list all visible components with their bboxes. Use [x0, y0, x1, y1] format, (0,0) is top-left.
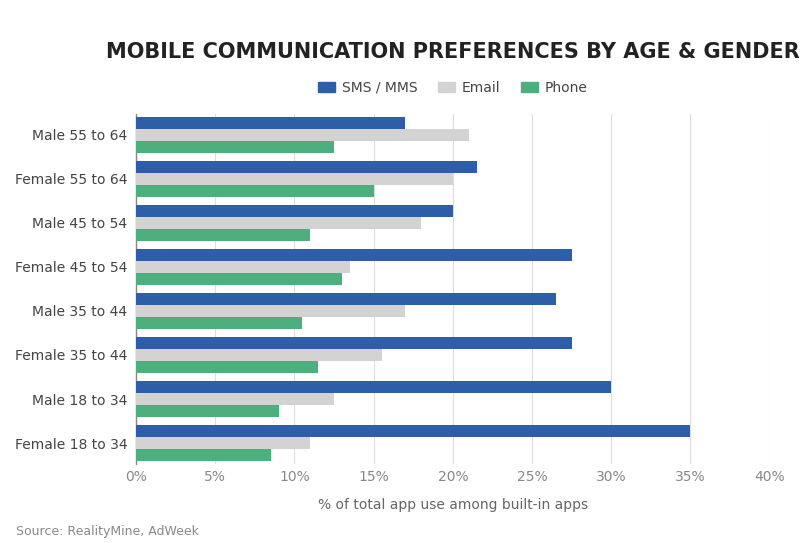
Bar: [136, 305, 406, 317]
Title: MOBILE COMMUNICATION PREFERENCES BY AGE & GENDER: MOBILE COMMUNICATION PREFERENCES BY AGE …: [106, 42, 800, 62]
Bar: [136, 117, 406, 129]
Text: Source: RealityMine, AdWeek: Source: RealityMine, AdWeek: [16, 525, 199, 538]
Bar: [136, 393, 334, 405]
Bar: [136, 425, 690, 437]
X-axis label: % of total app use among built-in apps: % of total app use among built-in apps: [318, 498, 588, 512]
Bar: [136, 129, 469, 141]
Bar: [136, 229, 310, 241]
Bar: [136, 293, 556, 305]
Bar: [136, 185, 374, 197]
Bar: [136, 217, 421, 229]
Bar: [136, 406, 278, 417]
Bar: [136, 205, 453, 217]
Bar: [136, 349, 382, 361]
Bar: [136, 173, 453, 185]
Bar: [136, 450, 270, 461]
Bar: [136, 261, 350, 273]
Bar: [136, 437, 310, 449]
Bar: [136, 141, 334, 153]
Bar: [136, 337, 572, 349]
Bar: [136, 362, 318, 373]
Bar: [136, 161, 477, 173]
Bar: [136, 317, 302, 329]
Bar: [136, 273, 342, 285]
Legend: SMS / MMS, Email, Phone: SMS / MMS, Email, Phone: [313, 75, 593, 100]
Bar: [136, 249, 572, 261]
Bar: [136, 381, 611, 393]
